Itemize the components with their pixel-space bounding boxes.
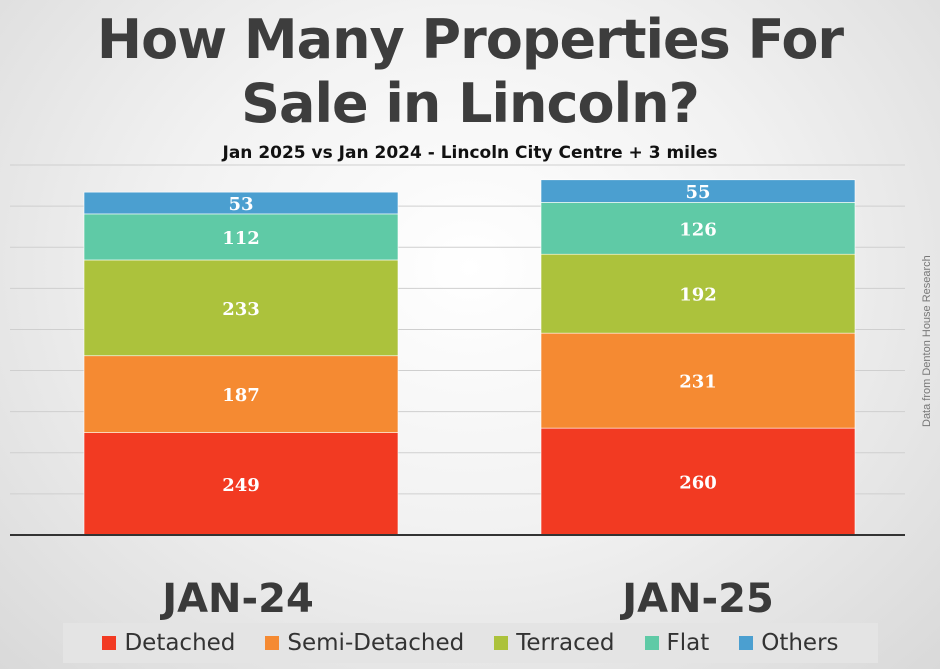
x-tick-label: JAN-25 [619,576,774,620]
legend-swatch [739,636,754,650]
data-label: 192 [679,285,717,306]
x-axis: JAN-24 JAN-25 [10,534,905,620]
data-label: 55 [685,182,710,203]
legend-item-detached: Detached [102,630,235,656]
bar-segment-others-jan-25 [540,179,856,203]
bar-segment-terraced-jan-24 [83,259,399,357]
legend-label: Others [761,630,839,656]
legend-swatch [102,636,117,650]
bar-segment-detached-jan-24 [83,432,399,536]
legend-item-semi-detached: Semi-Detached [265,630,464,656]
bar-segment-semi-detached-jan-24 [83,355,399,433]
data-label: 260 [679,473,717,494]
legend-item-others: Others [739,630,839,656]
legend-label: Flat [666,630,710,656]
legend-item-flat: Flat [644,630,710,656]
bar-segment-terraced-jan-25 [540,253,856,334]
data-label: 126 [679,219,717,240]
chart-subtitle: Jan 2025 vs Jan 2024 - Lincoln City Cent… [222,143,718,163]
bar-segment-detached-jan-25 [540,427,856,536]
data-label: 187 [222,385,260,406]
bar-segment-semi-detached-jan-25 [540,332,856,429]
bars: 249 187 233 112 53 260 231 192 126 55 [83,179,856,536]
chart-title-line-2: Sale in Lincoln? [241,72,700,135]
chart-title-line-1: How Many Properties For [96,8,844,71]
bar-segment-flat-jan-25 [540,202,856,255]
legend-item-terraced: Terraced [494,630,615,656]
bar-segment-flat-jan-24 [83,213,399,261]
legend-swatch [494,636,509,650]
data-label: 231 [679,372,717,393]
x-tick-label: JAN-24 [159,576,314,620]
data-label: 53 [228,194,253,215]
bar-segment-others-jan-24 [83,191,399,215]
legend-label: Detached [124,630,236,656]
data-label: 112 [222,228,260,249]
data-label: 233 [222,299,260,320]
legend-swatch [644,636,659,650]
legend-label: Terraced [516,630,615,656]
data-label: 249 [222,475,260,496]
legend: Detached Semi-Detached Terraced Flat Others [63,623,878,663]
legend-swatch [265,636,280,650]
legend-label: Semi-Detached [287,630,465,656]
